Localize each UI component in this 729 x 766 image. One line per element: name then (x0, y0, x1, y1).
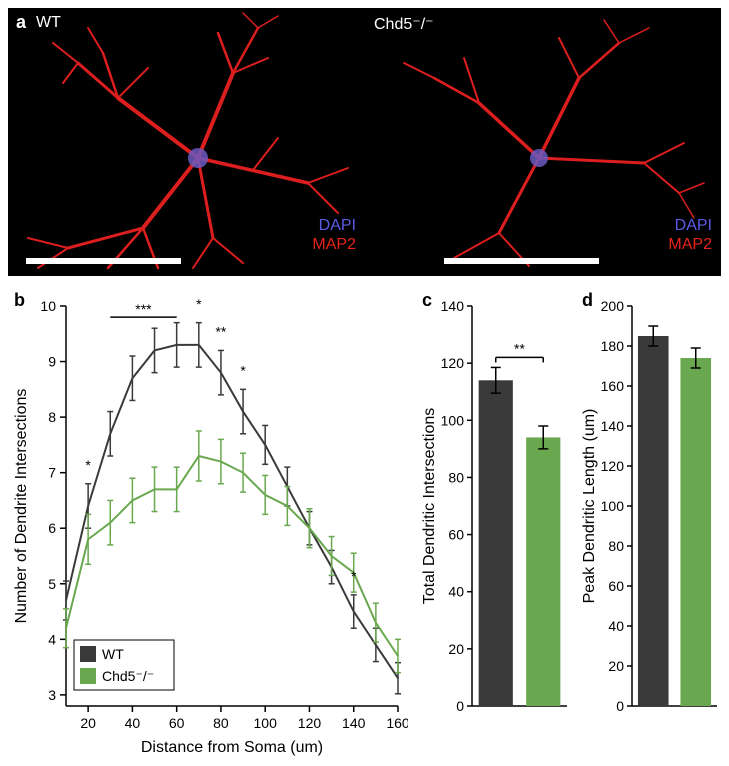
wt-label: WT (36, 14, 61, 32)
svg-text:120: 120 (298, 715, 322, 731)
svg-text:160: 160 (601, 378, 625, 394)
stain-labels-left: DAPI MAP2 (312, 216, 356, 254)
map2-label-r: MAP2 (668, 235, 712, 254)
svg-text:80: 80 (608, 538, 624, 554)
svg-text:80: 80 (213, 715, 229, 731)
svg-text:9: 9 (48, 354, 56, 370)
neuron-ko: Chd5⁻/⁻ (364, 8, 720, 276)
svg-text:3: 3 (48, 687, 56, 703)
svg-text:20: 20 (448, 641, 464, 657)
dapi-label: DAPI (312, 216, 356, 235)
neuron-wt-svg (8, 8, 364, 276)
svg-text:0: 0 (616, 698, 624, 714)
svg-text:b: b (14, 290, 25, 310)
svg-text:*: * (85, 457, 91, 473)
scalebar-right (444, 258, 599, 264)
svg-text:***: *** (135, 301, 152, 317)
svg-text:120: 120 (601, 458, 625, 474)
svg-text:0: 0 (456, 698, 464, 714)
svg-text:7: 7 (48, 465, 56, 481)
svg-text:*: * (240, 362, 246, 378)
panel-d: d 0 20 40 60 80 100 120 140 160 180 200 Peak Dendrit… (578, 288, 723, 758)
svg-text:10: 10 (40, 298, 56, 314)
svg-text:**: ** (514, 340, 525, 356)
sholl-chart: b 3 4 5 6 7 8 9 10 20 40 60 80 100 120 140 160 Distance f… (8, 288, 408, 758)
svg-text:**: ** (215, 324, 226, 340)
svg-text:4: 4 (48, 631, 56, 647)
svg-text:*: * (351, 568, 357, 584)
neuron-wt: WT (8, 8, 364, 276)
svg-text:60: 60 (608, 578, 624, 594)
total-intersections-chart: c 0 20 40 60 80 100 120 140 Total Dendritic Inter… (418, 288, 573, 758)
svg-text:Peak Dendritic Length (um): Peak Dendritic Length (um) (581, 409, 598, 604)
svg-text:140: 140 (601, 418, 625, 434)
svg-text:d: d (582, 290, 593, 310)
svg-text:c: c (422, 290, 432, 310)
svg-text:140: 140 (342, 715, 366, 731)
svg-text:40: 40 (608, 618, 624, 634)
svg-text:*: * (196, 296, 202, 312)
neuron-ko-svg (364, 8, 720, 276)
svg-text:100: 100 (601, 498, 625, 514)
figure-container: a WT (0, 0, 729, 766)
svg-text:120: 120 (441, 355, 465, 371)
svg-text:8: 8 (48, 409, 56, 425)
svg-text:160: 160 (386, 715, 408, 731)
svg-text:140: 140 (441, 298, 465, 314)
svg-text:180: 180 (601, 338, 625, 354)
bottom-row: b 3 4 5 6 7 8 9 10 20 40 60 80 100 120 140 160 Distance f… (8, 288, 721, 758)
svg-text:WT: WT (102, 646, 124, 662)
svg-text:100: 100 (254, 715, 278, 731)
svg-text:5: 5 (48, 576, 56, 592)
peak-length-chart: d 0 20 40 60 80 100 120 140 160 180 200 Peak Dendrit… (578, 288, 723, 758)
svg-text:6: 6 (48, 520, 56, 536)
svg-text:80: 80 (448, 469, 464, 485)
panel-a: a WT (8, 8, 721, 276)
svg-text:20: 20 (608, 658, 624, 674)
stain-labels-right: DAPI MAP2 (668, 216, 712, 254)
svg-text:60: 60 (169, 715, 185, 731)
panel-b: b 3 4 5 6 7 8 9 10 20 40 60 80 100 120 140 160 Distance f… (8, 288, 408, 758)
svg-text:Total Dendritic Intersections: Total Dendritic Intersections (421, 408, 438, 605)
svg-text:Number of Dendrite Intersectio: Number of Dendrite Intersections (13, 389, 30, 624)
svg-text:200: 200 (601, 298, 625, 314)
map2-label: MAP2 (312, 235, 356, 254)
panel-c: c 0 20 40 60 80 100 120 140 Total Dendritic Inter… (418, 288, 573, 758)
svg-text:40: 40 (125, 715, 141, 731)
svg-text:20: 20 (80, 715, 96, 731)
scalebar-left (26, 258, 181, 264)
svg-text:Chd5⁻/⁻: Chd5⁻/⁻ (102, 668, 154, 684)
svg-text:100: 100 (441, 412, 465, 428)
dapi-label-r: DAPI (668, 216, 712, 235)
svg-text:60: 60 (448, 527, 464, 543)
svg-text:Distance from Soma (um): Distance from Soma (um) (141, 739, 323, 756)
svg-text:40: 40 (448, 584, 464, 600)
ko-label: Chd5⁻/⁻ (374, 14, 434, 34)
